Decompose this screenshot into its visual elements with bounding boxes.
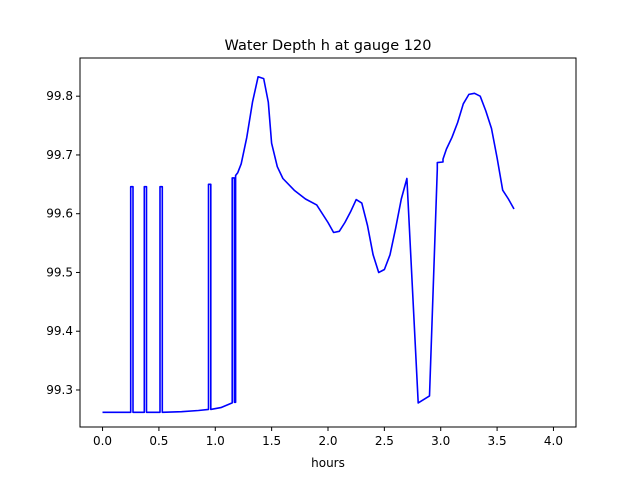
y-axis: 99.3 99.4 99.5 99.6 99.7 99.8 — [46, 89, 80, 397]
x-tick-label: 3.5 — [488, 434, 507, 448]
x-axis-label: hours — [311, 456, 345, 470]
x-tick-label: 1.5 — [262, 434, 281, 448]
x-tick-label: 0.0 — [93, 434, 112, 448]
chart-title: Water Depth h at gauge 120 — [225, 38, 432, 54]
y-tick-label: 99.8 — [46, 89, 73, 103]
plot-area — [79, 57, 577, 428]
x-tick-label: 2.5 — [375, 434, 394, 448]
y-tick-label: 99.3 — [46, 383, 73, 397]
plot-frame — [79, 57, 577, 428]
y-tick-label: 99.5 — [46, 265, 73, 279]
x-tick-label: 3.0 — [431, 434, 450, 448]
series-line — [102, 76, 515, 414]
x-tick-label: 2.0 — [318, 434, 337, 448]
x-tick-label: 1.0 — [206, 434, 225, 448]
y-tick-label: 99.6 — [46, 207, 73, 221]
y-tick-label: 99.7 — [46, 148, 73, 162]
x-axis: 0.0 0.5 1.0 1.5 2.0 2.5 3.0 3.5 4.0 — [93, 427, 563, 448]
x-tick-label: 0.5 — [149, 434, 168, 448]
x-tick-label: 4.0 — [544, 434, 563, 448]
y-tick-label: 99.4 — [46, 324, 73, 338]
